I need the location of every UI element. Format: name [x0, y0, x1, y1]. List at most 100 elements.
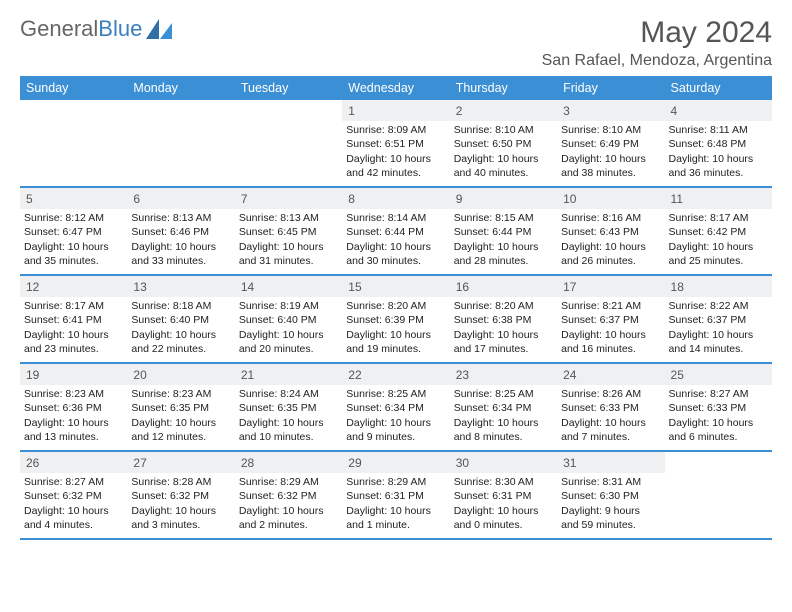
daylight1-text: Daylight: 10 hours [24, 240, 123, 254]
day-body: Sunrise: 8:25 AMSunset: 6:34 PMDaylight:… [342, 385, 449, 448]
daylight2-text: and 7 minutes. [561, 430, 660, 444]
sunrise-text: Sunrise: 8:21 AM [561, 299, 660, 313]
day-body: Sunrise: 8:15 AMSunset: 6:44 PMDaylight:… [450, 209, 557, 272]
day-number: 8 [342, 188, 449, 209]
day-number: 3 [557, 100, 664, 121]
sunrise-text: Sunrise: 8:11 AM [669, 123, 768, 137]
daylight2-text: and 33 minutes. [131, 254, 230, 268]
sunset-text: Sunset: 6:50 PM [454, 137, 553, 151]
daylight2-text: and 12 minutes. [131, 430, 230, 444]
sunrise-text: Sunrise: 8:10 AM [454, 123, 553, 137]
sunrise-text: Sunrise: 8:15 AM [454, 211, 553, 225]
day-body: Sunrise: 8:22 AMSunset: 6:37 PMDaylight:… [665, 297, 772, 360]
daylight1-text: Daylight: 10 hours [561, 328, 660, 342]
sunset-text: Sunset: 6:32 PM [24, 489, 123, 503]
sunset-text: Sunset: 6:44 PM [346, 225, 445, 239]
daylight2-text: and 9 minutes. [346, 430, 445, 444]
day-cell: 15Sunrise: 8:20 AMSunset: 6:39 PMDayligh… [342, 276, 449, 362]
sunrise-text: Sunrise: 8:25 AM [346, 387, 445, 401]
day-cell: 18Sunrise: 8:22 AMSunset: 6:37 PMDayligh… [665, 276, 772, 362]
sunrise-text: Sunrise: 8:17 AM [24, 299, 123, 313]
daylight2-text: and 31 minutes. [239, 254, 338, 268]
month-title: May 2024 [542, 16, 772, 50]
daylight1-text: Daylight: 10 hours [131, 328, 230, 342]
daylight1-text: Daylight: 10 hours [239, 328, 338, 342]
daylight2-text: and 26 minutes. [561, 254, 660, 268]
day-cell: 28Sunrise: 8:29 AMSunset: 6:32 PMDayligh… [235, 452, 342, 538]
day-number: 26 [20, 452, 127, 473]
day-cell: 13Sunrise: 8:18 AMSunset: 6:40 PMDayligh… [127, 276, 234, 362]
sunset-text: Sunset: 6:47 PM [24, 225, 123, 239]
day-cell: 14Sunrise: 8:19 AMSunset: 6:40 PMDayligh… [235, 276, 342, 362]
week-row: 26Sunrise: 8:27 AMSunset: 6:32 PMDayligh… [20, 452, 772, 540]
day-body: Sunrise: 8:19 AMSunset: 6:40 PMDaylight:… [235, 297, 342, 360]
sunrise-text: Sunrise: 8:25 AM [454, 387, 553, 401]
daylight2-text: and 20 minutes. [239, 342, 338, 356]
sunset-text: Sunset: 6:37 PM [561, 313, 660, 327]
sunset-text: Sunset: 6:39 PM [346, 313, 445, 327]
sunset-text: Sunset: 6:30 PM [561, 489, 660, 503]
weekday-header: Friday [557, 76, 664, 100]
day-body: Sunrise: 8:29 AMSunset: 6:32 PMDaylight:… [235, 473, 342, 536]
weeks-container: ...1Sunrise: 8:09 AMSunset: 6:51 PMDayli… [20, 100, 772, 540]
day-cell: 17Sunrise: 8:21 AMSunset: 6:37 PMDayligh… [557, 276, 664, 362]
sunrise-text: Sunrise: 8:20 AM [346, 299, 445, 313]
sunset-text: Sunset: 6:44 PM [454, 225, 553, 239]
day-cell: 11Sunrise: 8:17 AMSunset: 6:42 PMDayligh… [665, 188, 772, 274]
sunset-text: Sunset: 6:31 PM [454, 489, 553, 503]
weekday-header: Wednesday [342, 76, 449, 100]
sunset-text: Sunset: 6:41 PM [24, 313, 123, 327]
day-cell: . [665, 452, 772, 538]
day-body: Sunrise: 8:17 AMSunset: 6:42 PMDaylight:… [665, 209, 772, 272]
sunset-text: Sunset: 6:35 PM [239, 401, 338, 415]
day-body: Sunrise: 8:12 AMSunset: 6:47 PMDaylight:… [20, 209, 127, 272]
sunset-text: Sunset: 6:34 PM [454, 401, 553, 415]
sunset-text: Sunset: 6:40 PM [239, 313, 338, 327]
title-block: May 2024 San Rafael, Mendoza, Argentina [542, 16, 772, 70]
daylight2-text: and 22 minutes. [131, 342, 230, 356]
sunrise-text: Sunrise: 8:13 AM [131, 211, 230, 225]
day-cell: 7Sunrise: 8:13 AMSunset: 6:45 PMDaylight… [235, 188, 342, 274]
daylight1-text: Daylight: 10 hours [346, 240, 445, 254]
sunrise-text: Sunrise: 8:23 AM [24, 387, 123, 401]
day-body: Sunrise: 8:28 AMSunset: 6:32 PMDaylight:… [127, 473, 234, 536]
day-cell: 30Sunrise: 8:30 AMSunset: 6:31 PMDayligh… [450, 452, 557, 538]
daylight1-text: Daylight: 10 hours [24, 328, 123, 342]
sunrise-text: Sunrise: 8:20 AM [454, 299, 553, 313]
sunset-text: Sunset: 6:38 PM [454, 313, 553, 327]
daylight1-text: Daylight: 10 hours [669, 416, 768, 430]
daylight1-text: Daylight: 10 hours [454, 416, 553, 430]
sunrise-text: Sunrise: 8:16 AM [561, 211, 660, 225]
day-cell: 24Sunrise: 8:26 AMSunset: 6:33 PMDayligh… [557, 364, 664, 450]
daylight1-text: Daylight: 10 hours [561, 152, 660, 166]
sunset-text: Sunset: 6:32 PM [131, 489, 230, 503]
logo-text-general: General [20, 16, 98, 42]
sunrise-text: Sunrise: 8:30 AM [454, 475, 553, 489]
location-subtitle: San Rafael, Mendoza, Argentina [542, 52, 772, 70]
calendar: SundayMondayTuesdayWednesdayThursdayFrid… [20, 76, 772, 540]
sunrise-text: Sunrise: 8:24 AM [239, 387, 338, 401]
day-number: 12 [20, 276, 127, 297]
daylight2-text: and 40 minutes. [454, 166, 553, 180]
daylight1-text: Daylight: 10 hours [24, 504, 123, 518]
day-body: Sunrise: 8:13 AMSunset: 6:45 PMDaylight:… [235, 209, 342, 272]
sunset-text: Sunset: 6:49 PM [561, 137, 660, 151]
day-body: Sunrise: 8:23 AMSunset: 6:36 PMDaylight:… [20, 385, 127, 448]
week-row: 5Sunrise: 8:12 AMSunset: 6:47 PMDaylight… [20, 188, 772, 276]
logo-sail-icon [146, 19, 172, 39]
day-body: Sunrise: 8:09 AMSunset: 6:51 PMDaylight:… [342, 121, 449, 184]
daylight2-text: and 13 minutes. [24, 430, 123, 444]
sunrise-text: Sunrise: 8:22 AM [669, 299, 768, 313]
daylight1-text: Daylight: 10 hours [454, 152, 553, 166]
daylight2-text: and 59 minutes. [561, 518, 660, 532]
sunrise-text: Sunrise: 8:18 AM [131, 299, 230, 313]
day-number: 31 [557, 452, 664, 473]
day-cell: . [235, 100, 342, 186]
daylight1-text: Daylight: 10 hours [454, 240, 553, 254]
sunrise-text: Sunrise: 8:12 AM [24, 211, 123, 225]
sunrise-text: Sunrise: 8:10 AM [561, 123, 660, 137]
day-body: Sunrise: 8:10 AMSunset: 6:50 PMDaylight:… [450, 121, 557, 184]
sunrise-text: Sunrise: 8:23 AM [131, 387, 230, 401]
daylight1-text: Daylight: 10 hours [454, 504, 553, 518]
day-cell: 26Sunrise: 8:27 AMSunset: 6:32 PMDayligh… [20, 452, 127, 538]
